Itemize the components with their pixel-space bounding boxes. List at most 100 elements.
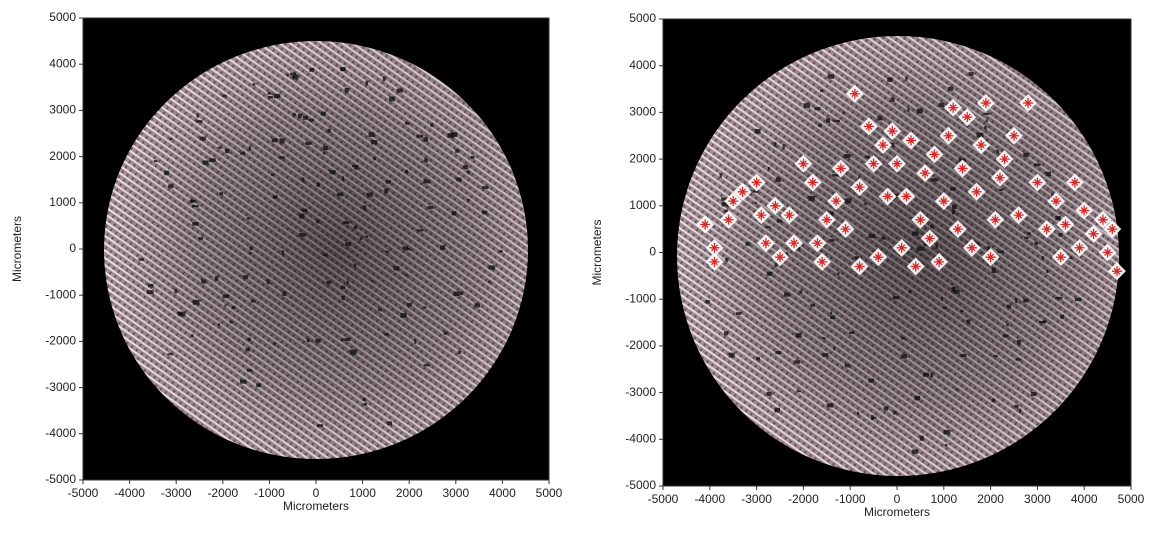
x-tick-label: -3000 bbox=[161, 486, 192, 500]
defect-marker bbox=[836, 220, 855, 239]
defect-marker bbox=[986, 210, 1005, 229]
defect-marker bbox=[944, 98, 963, 117]
defect-marker bbox=[1075, 201, 1094, 220]
defect-marker bbox=[902, 131, 921, 150]
defect-marker bbox=[930, 252, 949, 271]
defect-marker bbox=[845, 84, 864, 103]
x-tick-label: -5000 bbox=[68, 486, 99, 500]
y-tick-label: 0 bbox=[69, 241, 76, 255]
defect-marker bbox=[1047, 192, 1066, 211]
defect-marker bbox=[808, 234, 827, 253]
y-tick-label: -5000 bbox=[625, 478, 656, 492]
defect-marker bbox=[878, 187, 897, 206]
x-tick-label: 5000 bbox=[1118, 492, 1145, 506]
defect-marker bbox=[1056, 215, 1075, 234]
defect-marker bbox=[995, 150, 1014, 169]
defect-marker bbox=[958, 108, 977, 127]
x-tick-label: 1000 bbox=[349, 486, 376, 500]
x-tick-label: -1000 bbox=[835, 492, 866, 506]
x-tick-label: -1000 bbox=[254, 486, 285, 500]
defect-marker bbox=[1107, 262, 1126, 281]
x-tick-label: -2000 bbox=[788, 492, 819, 506]
defect-marker bbox=[719, 210, 738, 229]
y-tick-label: 0 bbox=[649, 245, 656, 259]
defect-marker bbox=[934, 192, 953, 211]
defect-marker bbox=[696, 215, 715, 234]
defect-marker bbox=[888, 154, 906, 173]
defect-marker bbox=[803, 173, 822, 192]
defect-marker bbox=[869, 248, 888, 267]
defect-marker bbox=[705, 238, 724, 257]
defect-marker bbox=[756, 234, 775, 253]
x-tick-label: -4000 bbox=[694, 492, 725, 506]
x-tick-label: 2000 bbox=[977, 492, 1004, 506]
y-tick-label: -2000 bbox=[45, 334, 76, 348]
defect-marker bbox=[1028, 173, 1047, 192]
plot-panel: -5000 -4000 -3000 -2000 -1000 0 1000 2000 3000 40… bbox=[590, 11, 1144, 519]
x-tick-label: 1000 bbox=[930, 492, 957, 506]
defect-marker bbox=[794, 154, 813, 173]
defect-marker bbox=[1019, 94, 1038, 113]
defect-marker bbox=[864, 154, 883, 173]
defect-marker bbox=[813, 252, 832, 271]
defect-marker bbox=[911, 210, 930, 229]
y-tick-label: -4000 bbox=[45, 426, 76, 440]
y-tick-label: 1000 bbox=[629, 198, 656, 212]
defect-marker bbox=[1037, 220, 1056, 239]
x-tick-label: 5000 bbox=[536, 486, 563, 500]
y-axis-label: Micrometers bbox=[590, 219, 604, 285]
x-tick-label: 2000 bbox=[396, 486, 423, 500]
x-axis-label: Micrometers bbox=[283, 499, 349, 513]
y-axis-label: Micrometers bbox=[10, 216, 24, 282]
defect-marker bbox=[897, 187, 916, 206]
defect-marker bbox=[1070, 238, 1089, 257]
defect-marker bbox=[906, 257, 925, 276]
x-tick-label: 4000 bbox=[489, 486, 516, 500]
defect-marker bbox=[972, 136, 991, 155]
defect-marker bbox=[1051, 248, 1070, 267]
defect-marker bbox=[990, 168, 1009, 187]
defect-marker bbox=[1093, 210, 1112, 229]
defect-marker bbox=[962, 238, 981, 257]
defect-marker bbox=[939, 126, 958, 145]
y-tick-label: -2000 bbox=[625, 338, 656, 352]
defect-marker bbox=[1098, 243, 1117, 262]
y-tick-label: 4000 bbox=[49, 56, 76, 70]
y-tick-label: 1000 bbox=[49, 195, 76, 209]
defect-marker bbox=[859, 117, 878, 136]
x-axis-label: Micrometers bbox=[864, 505, 930, 519]
defect-marker bbox=[1005, 126, 1023, 145]
defect-marker bbox=[831, 159, 850, 178]
y-tick-label: 3000 bbox=[49, 103, 76, 117]
x-tick-label: -5000 bbox=[648, 492, 679, 506]
x-tick-label: -3000 bbox=[741, 492, 772, 506]
y-tick-label: 4000 bbox=[629, 58, 656, 72]
x-tick-label: 0 bbox=[894, 492, 901, 506]
defect-marker bbox=[883, 122, 902, 141]
defect-marker bbox=[780, 206, 799, 225]
defect-marker bbox=[925, 145, 944, 164]
defect-marker bbox=[1103, 220, 1122, 239]
defect-marker bbox=[733, 182, 752, 201]
y-tick-label: 3000 bbox=[629, 105, 656, 119]
defect-marker bbox=[724, 192, 743, 211]
defect-spots bbox=[138, 67, 503, 428]
y-tick-label: -1000 bbox=[625, 291, 656, 305]
defect-marker bbox=[785, 234, 804, 253]
x-tick-label: -2000 bbox=[207, 486, 238, 500]
defect-marker bbox=[850, 257, 869, 276]
defect-marker bbox=[747, 173, 766, 192]
y-tick-label: 2000 bbox=[49, 149, 76, 163]
y-tick-label: -4000 bbox=[625, 431, 656, 445]
y-tick-label: 5000 bbox=[49, 10, 76, 24]
defect-marker bbox=[953, 159, 972, 178]
y-tick-label: -3000 bbox=[45, 380, 76, 394]
defect-marker bbox=[892, 238, 911, 257]
defect-marker bbox=[850, 178, 869, 197]
x-tick-label: 3000 bbox=[442, 486, 469, 500]
y-tick-label: 5000 bbox=[629, 11, 656, 25]
x-tick-label: 3000 bbox=[1024, 492, 1051, 506]
defect-marker bbox=[1065, 173, 1084, 192]
defect-marker bbox=[976, 94, 995, 113]
